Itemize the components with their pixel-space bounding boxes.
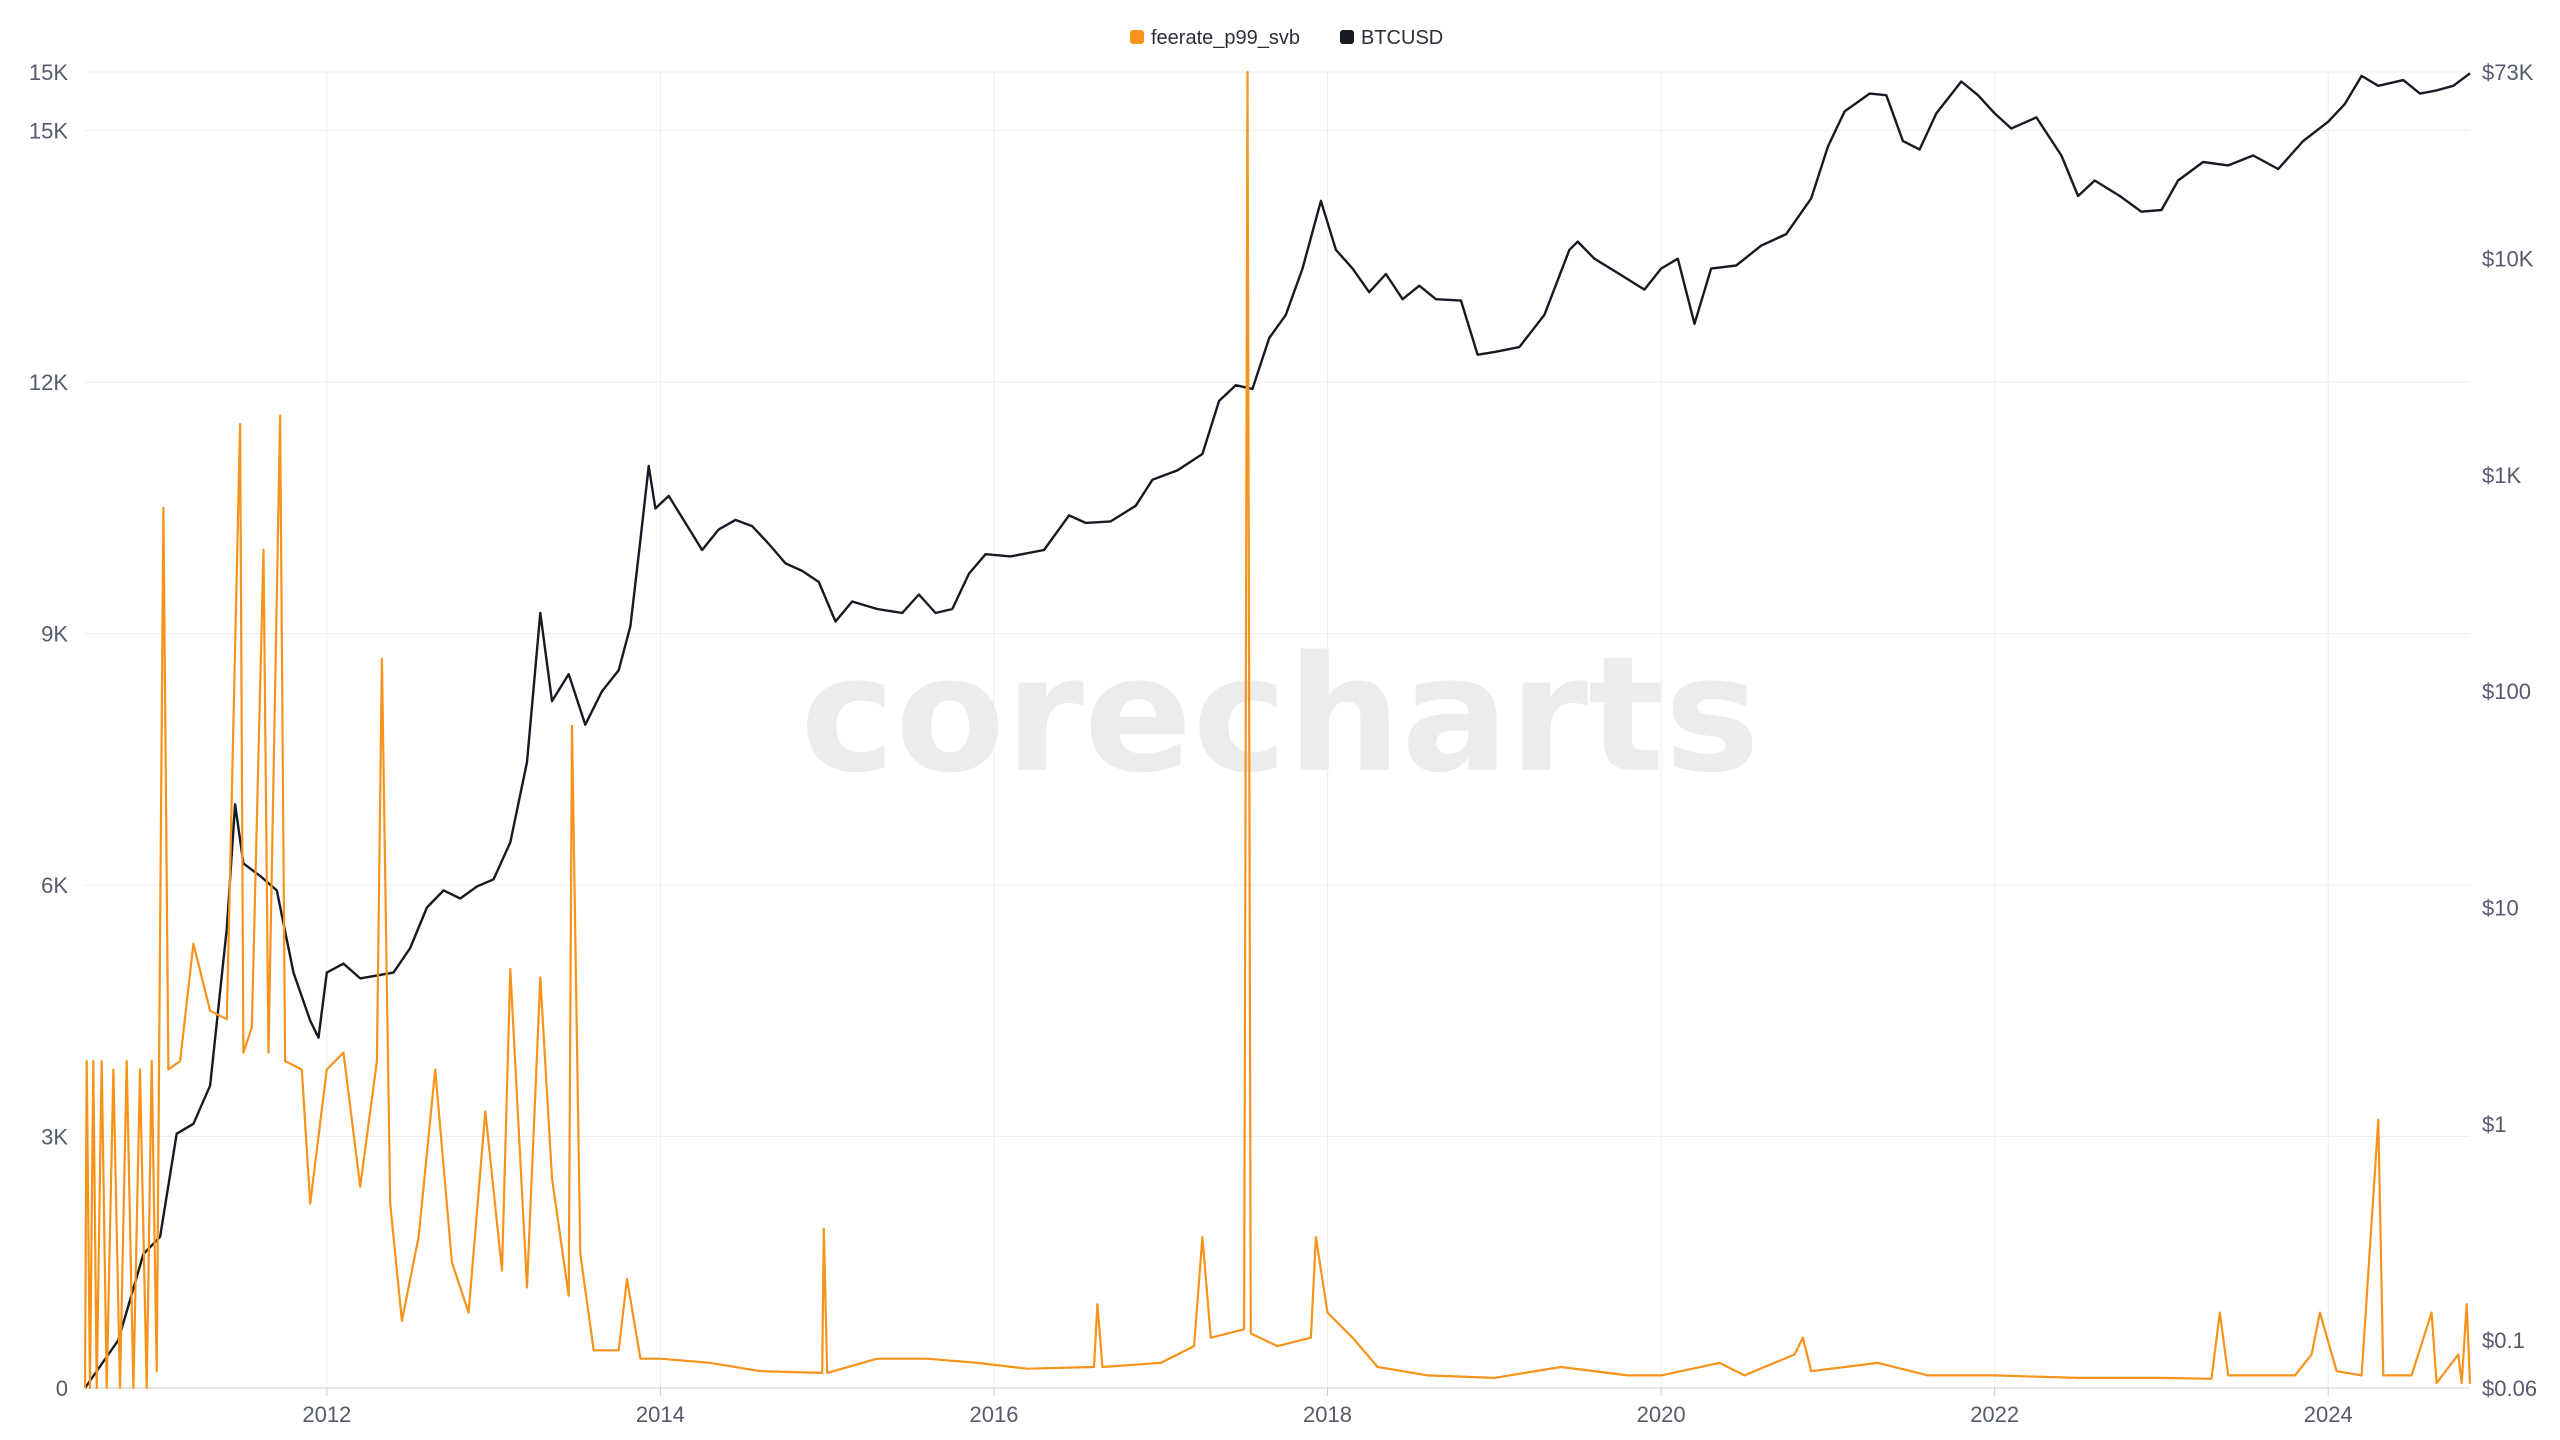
x-tick-label: 2020 <box>1637 1402 1686 1427</box>
series-line-feerate-p99-svb[interactable] <box>83 70 2472 1390</box>
left-tick-label: 15K <box>29 60 68 85</box>
right-tick-label: $1 <box>2482 1112 2506 1137</box>
right-tick-label: $73K <box>2482 60 2534 85</box>
right-tick-label: $10K <box>2482 247 2534 272</box>
x-tick-label: 2024 <box>2304 1402 2353 1427</box>
right-tick-label: $100 <box>2482 679 2531 704</box>
right-tick-label: $10 <box>2482 895 2519 920</box>
x-tick-label: 2022 <box>1970 1402 2019 1427</box>
legend-swatch-feerate <box>1130 30 1144 44</box>
series-line-btcusd[interactable] <box>84 72 2471 1389</box>
left-y-axis: 0 3K 6K 9K 12K 15K 15K <box>29 60 68 1401</box>
watermark: corecharts <box>800 621 1760 808</box>
legend-label-feerate[interactable]: feerate_p99_svb <box>1151 27 1300 49</box>
x-tick-label: 2016 <box>969 1402 1018 1427</box>
legend[interactable]: feerate_p99_svb BTCUSD <box>1130 27 1443 49</box>
left-tick-label: 9K <box>41 622 68 647</box>
left-tick-label: 3K <box>41 1125 68 1150</box>
x-tick-label: 2014 <box>636 1402 685 1427</box>
right-tick-label: $0.06 <box>2482 1376 2537 1401</box>
left-tick-label: 12K <box>29 370 68 395</box>
x-tick-label: 2018 <box>1303 1402 1352 1427</box>
legend-label-btcusd[interactable]: BTCUSD <box>1361 27 1443 49</box>
legend-swatch-btcusd <box>1340 30 1354 44</box>
right-y-axis: $0.06 $0.1 $1 $10 $100 $1K $10K $73K <box>2482 60 2537 1401</box>
x-axis: 2012 2014 2016 2018 2020 2022 2024 <box>85 1387 2470 1427</box>
x-tick-label: 2012 <box>302 1402 351 1427</box>
right-tick-label: $1K <box>2482 463 2521 488</box>
left-tick-label: 6K <box>41 873 68 898</box>
gridlines <box>85 71 2470 1389</box>
left-tick-label: 0 <box>56 1376 68 1401</box>
series-layer <box>83 70 2472 1390</box>
right-tick-label: $0.1 <box>2482 1328 2525 1353</box>
left-tick-label: 15K <box>29 119 68 144</box>
